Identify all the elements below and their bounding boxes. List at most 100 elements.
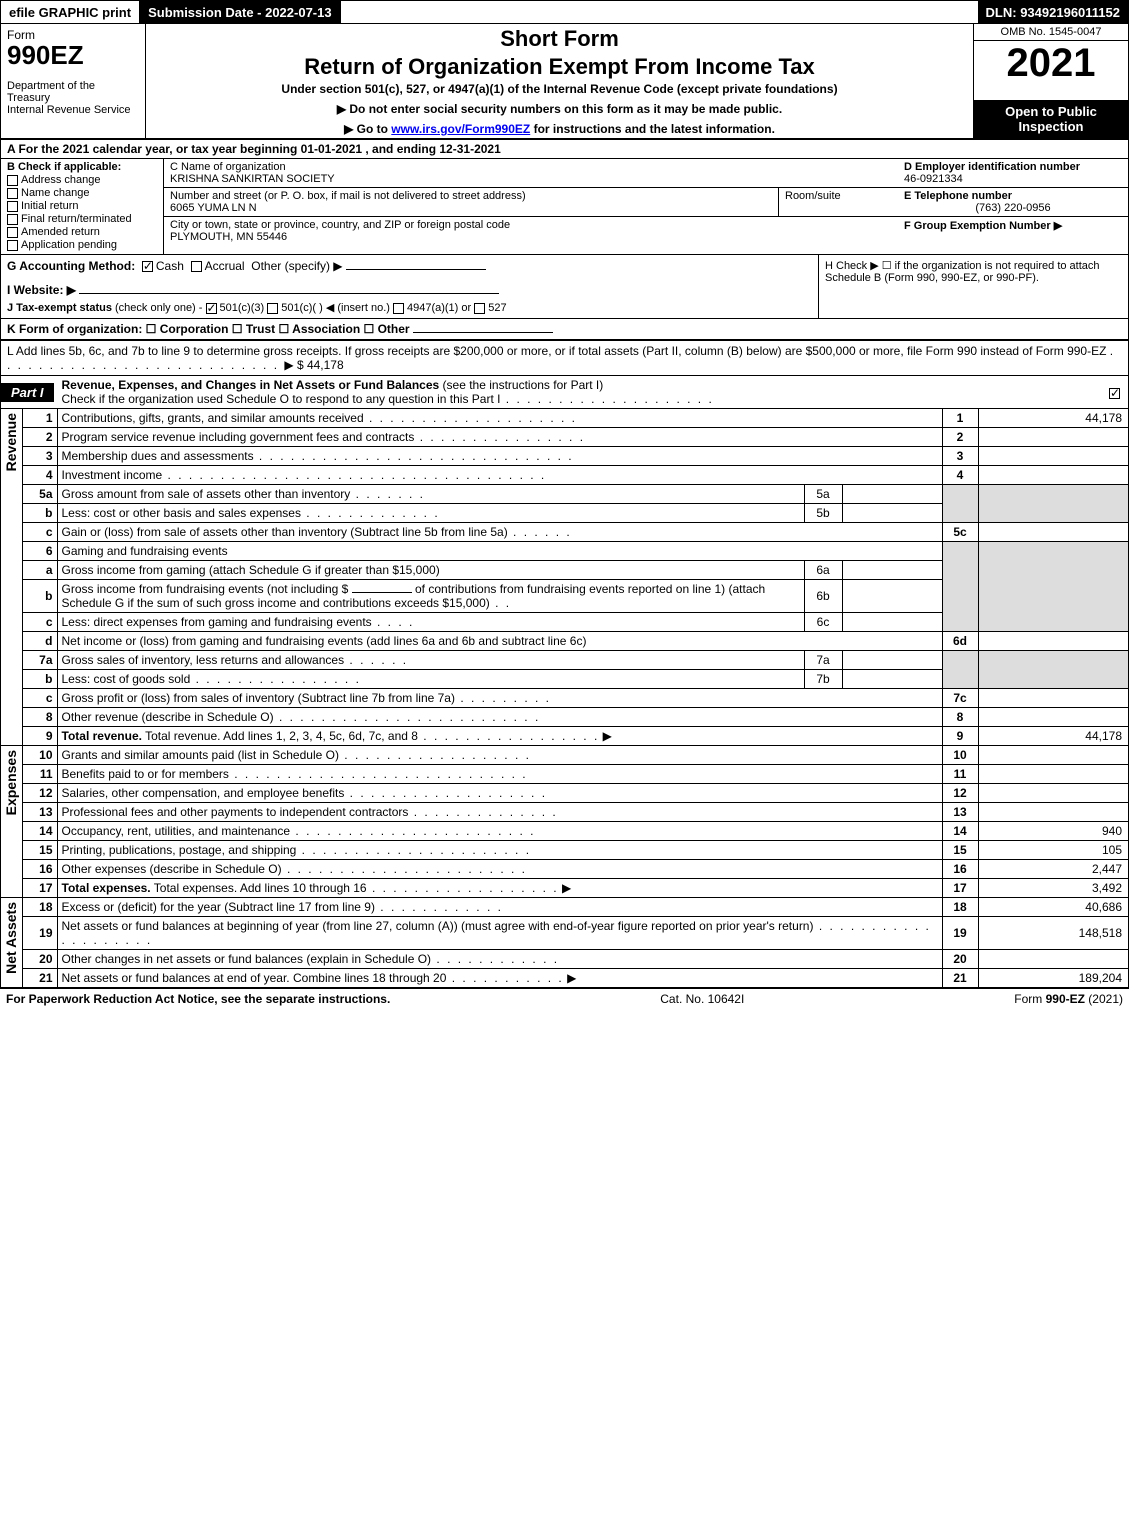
- netassets-section: Net Assets 18 Excess or (deficit) for th…: [1, 898, 1128, 987]
- top-bar: efile GRAPHIC print Submission Date - 20…: [0, 0, 1129, 24]
- org-city-label: City or town, state or province, country…: [170, 219, 892, 231]
- tax-exempt-line: J Tax-exempt status (check only one) - 5…: [7, 301, 812, 314]
- goto-prefix: ▶ Go to: [344, 122, 391, 136]
- check-4947[interactable]: [393, 303, 404, 314]
- submission-date: Submission Date - 2022-07-13: [140, 1, 341, 23]
- line-11: 11 Benefits paid to or for members . . .…: [23, 765, 1128, 784]
- line-4: 4 Investment income . . . . . . . . . . …: [23, 466, 1128, 485]
- row-l-text: L Add lines 5b, 6c, and 7b to line 9 to …: [7, 344, 1106, 358]
- check-final-return[interactable]: Final return/terminated: [7, 213, 157, 225]
- department: Department of the Treasury Internal Reve…: [7, 80, 139, 116]
- check-501c[interactable]: [267, 303, 278, 314]
- org-name-block: C Name of organization KRISHNA SANKIRTAN…: [164, 159, 898, 188]
- ein-value: 46-0921334: [904, 173, 1122, 185]
- footer: For Paperwork Reduction Act Notice, see …: [0, 988, 1129, 1009]
- line-2: 2 Program service revenue including gove…: [23, 428, 1128, 447]
- org-street-block: Number and street (or P. O. box, if mail…: [164, 188, 778, 216]
- phone-label: E Telephone number: [904, 190, 1122, 202]
- part1-tab: Part I: [1, 383, 54, 402]
- line-19: 19 Net assets or fund balances at beginn…: [23, 917, 1128, 950]
- accounting-method-line: G Accounting Method: Cash Accrual Other …: [7, 259, 812, 273]
- check-name-change[interactable]: Name change: [7, 187, 157, 199]
- efile-print-label: efile GRAPHIC print: [1, 1, 140, 23]
- org-name-value: KRISHNA SANKIRTAN SOCIETY: [170, 173, 892, 185]
- line-5a: 5a Gross amount from sale of assets othe…: [23, 485, 1128, 504]
- website-input[interactable]: [79, 293, 499, 294]
- check-accrual[interactable]: [191, 261, 202, 272]
- top-bar-spacer: [341, 1, 978, 23]
- phone-block: E Telephone number (763) 220-0956: [898, 188, 1128, 217]
- line-20: 20 Other changes in net assets or fund b…: [23, 950, 1128, 969]
- col-c-org: C Name of organization KRISHNA SANKIRTAN…: [164, 159, 898, 254]
- org-city-block: City or town, state or province, country…: [164, 217, 898, 245]
- group-exemption-label: F Group Exemption Number ▶: [904, 220, 1062, 232]
- revenue-table: 1 Contributions, gifts, grants, and simi…: [23, 409, 1128, 745]
- row-a-calendar-year: A For the 2021 calendar year, or tax yea…: [1, 140, 1128, 159]
- line-13: 13 Professional fees and other payments …: [23, 803, 1128, 822]
- form-title: Return of Organization Exempt From Incom…: [152, 54, 967, 80]
- line-6d: d Net income or (loss) from gaming and f…: [23, 632, 1128, 651]
- group-exemption-block: F Group Exemption Number ▶: [898, 217, 1128, 234]
- revenue-section: Revenue 1 Contributions, gifts, grants, …: [1, 409, 1128, 746]
- form-number: 990EZ: [7, 42, 139, 68]
- form-subtitle: Under section 501(c), 527, or 4947(a)(1)…: [152, 82, 967, 96]
- line-8: 8 Other revenue (describe in Schedule O)…: [23, 708, 1128, 727]
- other-specify-input[interactable]: [346, 269, 486, 270]
- website-line: I Website: ▶: [7, 283, 812, 297]
- line-16: 16 Other expenses (describe in Schedule …: [23, 860, 1128, 879]
- check-501c3[interactable]: [206, 303, 217, 314]
- expenses-side: Expenses: [1, 746, 23, 897]
- goto-suffix: for instructions and the latest informat…: [530, 122, 775, 136]
- line-1: 1 Contributions, gifts, grants, and simi…: [23, 409, 1128, 428]
- goto-line: ▶ Go to www.irs.gov/Form990EZ for instru…: [152, 122, 967, 136]
- org-street-label: Number and street (or P. O. box, if mail…: [170, 190, 772, 202]
- short-form-label: Short Form: [152, 26, 967, 52]
- warning-line: ▶ Do not enter social security numbers o…: [152, 102, 967, 116]
- row-l-gross-receipts: L Add lines 5b, 6c, and 7b to line 9 to …: [1, 341, 1128, 376]
- revenue-side: Revenue: [1, 409, 23, 745]
- check-initial-return[interactable]: Initial return: [7, 200, 157, 212]
- footer-center: Cat. No. 10642I: [660, 992, 744, 1006]
- line-3: 3 Membership dues and assessments . . . …: [23, 447, 1128, 466]
- part1-header: Part I Revenue, Expenses, and Changes in…: [1, 376, 1128, 409]
- line-10: 10 Grants and similar amounts paid (list…: [23, 746, 1128, 765]
- line-14: 14 Occupancy, rent, utilities, and maint…: [23, 822, 1128, 841]
- expenses-table: 10 Grants and similar amounts paid (list…: [23, 746, 1128, 897]
- row-g-h: G Accounting Method: Cash Accrual Other …: [1, 255, 1128, 319]
- check-cash[interactable]: [142, 261, 153, 272]
- col-b-checkboxes: B Check if applicable: Address change Na…: [1, 159, 164, 254]
- check-527[interactable]: [474, 303, 485, 314]
- footer-right: Form 990-EZ (2021): [1014, 992, 1123, 1006]
- info-row: B Check if applicable: Address change Na…: [1, 159, 1128, 255]
- header-left: Form 990EZ Department of the Treasury In…: [1, 24, 146, 138]
- line-6: 6 Gaming and fundraising events: [23, 542, 1128, 561]
- header-right: OMB No. 1545-0047 2021 Open to Public In…: [973, 24, 1128, 138]
- inspection-badge: Open to Public Inspection: [974, 100, 1128, 138]
- line-7c: c Gross profit or (loss) from sales of i…: [23, 689, 1128, 708]
- org-name-label: C Name of organization: [170, 161, 892, 173]
- check-address-change[interactable]: Address change: [7, 174, 157, 186]
- row-l-value: ▶ $ 44,178: [284, 358, 343, 372]
- org-street-value: 6065 YUMA LN N: [170, 202, 772, 214]
- line-18: 18 Excess or (deficit) for the year (Sub…: [23, 898, 1128, 917]
- form-header: Form 990EZ Department of the Treasury In…: [1, 24, 1128, 140]
- check-amended-return[interactable]: Amended return: [7, 226, 157, 238]
- row-h: H Check ▶ ☐ if the organization is not r…: [818, 255, 1128, 318]
- row-g-left: G Accounting Method: Cash Accrual Other …: [1, 255, 818, 318]
- ein-block: D Employer identification number 46-0921…: [898, 159, 1128, 188]
- dln-label: DLN: 93492196011152: [978, 1, 1128, 23]
- org-form-other-input[interactable]: [413, 332, 553, 333]
- line-7a: 7a Gross sales of inventory, less return…: [23, 651, 1128, 670]
- line-12: 12 Salaries, other compensation, and emp…: [23, 784, 1128, 803]
- check-application-pending[interactable]: Application pending: [7, 239, 157, 251]
- form-body: Form 990EZ Department of the Treasury In…: [0, 24, 1129, 988]
- omb-number: OMB No. 1545-0047: [974, 24, 1128, 41]
- org-room-block: Room/suite: [778, 188, 898, 216]
- irs-link[interactable]: www.irs.gov/Form990EZ: [391, 122, 530, 136]
- col-b-label: B Check if applicable:: [7, 161, 121, 173]
- line-17: 17 Total expenses. Total expenses. Add l…: [23, 879, 1128, 898]
- line-21: 21 Net assets or fund balances at end of…: [23, 969, 1128, 988]
- tax-year: 2021: [974, 41, 1128, 85]
- netassets-side: Net Assets: [1, 898, 23, 987]
- part1-checkbox[interactable]: [1104, 384, 1128, 400]
